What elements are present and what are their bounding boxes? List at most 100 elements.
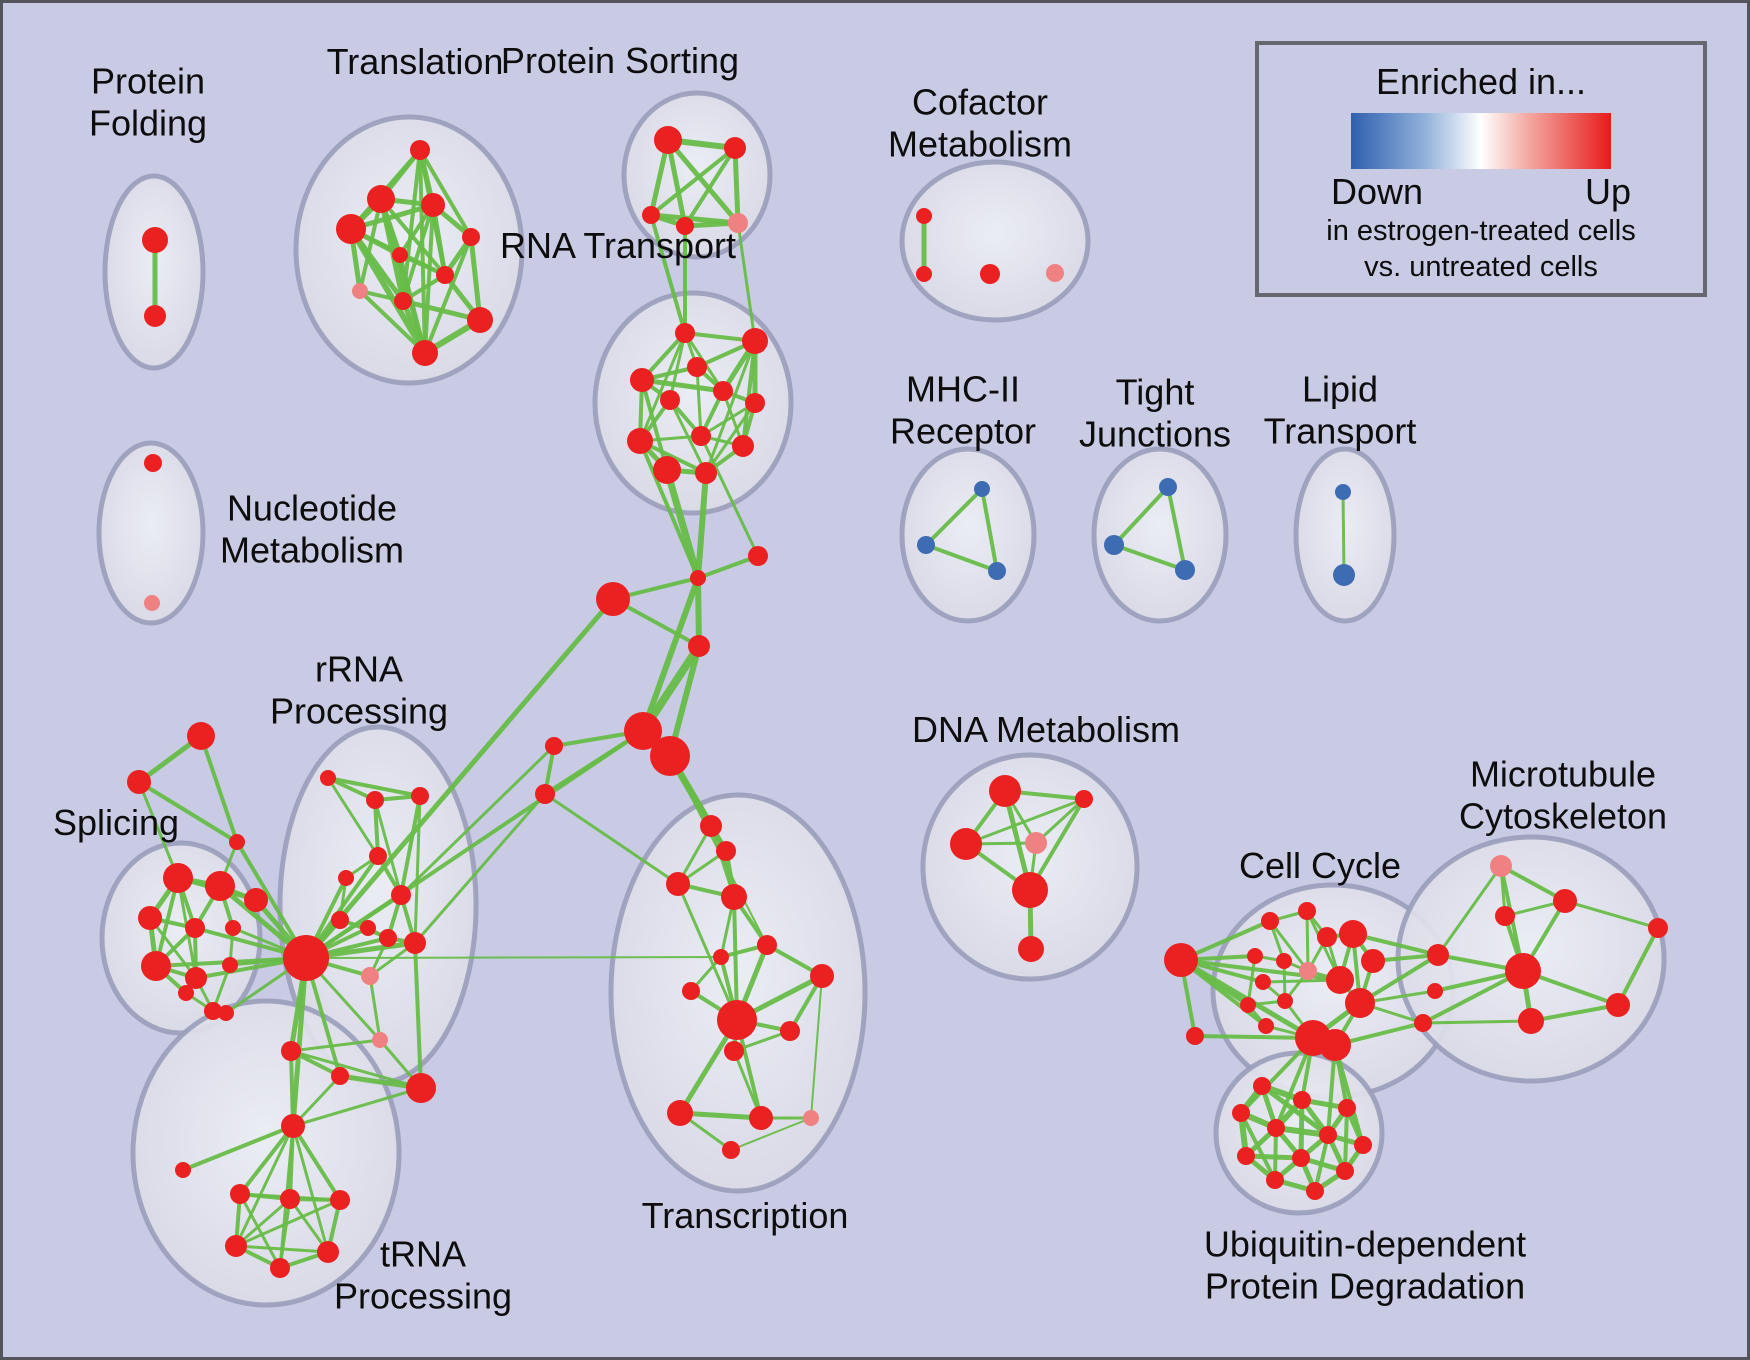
edge — [1341, 490, 1346, 577]
edge — [289, 1049, 295, 1128]
gene-set-node — [624, 712, 662, 750]
cluster-label-nucleotide-metabolism: Nucleotide Metabolism — [219, 487, 405, 570]
gene-set-node — [411, 787, 429, 805]
gene-set-node — [717, 1000, 757, 1040]
edge — [1616, 926, 1660, 1007]
gene-set-node — [713, 949, 729, 965]
gene-set-node — [742, 328, 768, 354]
edge — [1193, 1034, 1315, 1040]
gene-set-node — [1495, 906, 1515, 926]
edge — [924, 543, 999, 573]
edge — [413, 792, 547, 945]
gene-set-node — [916, 266, 932, 282]
gene-set-node — [225, 1235, 247, 1257]
gene-set-node — [1298, 902, 1316, 920]
gene-set-node — [1247, 948, 1263, 964]
gene-set-node — [1258, 1018, 1274, 1034]
gene-set-node — [687, 357, 707, 377]
edge — [399, 794, 422, 897]
gene-set-node — [1505, 953, 1541, 989]
edge — [290, 955, 309, 1129]
gene-set-node — [653, 456, 681, 484]
gene-set-node — [1240, 997, 1256, 1013]
gene-set-node — [1317, 927, 1337, 947]
gene-set-node — [642, 206, 660, 224]
gene-set-node — [204, 1002, 222, 1020]
edge — [305, 956, 722, 959]
gene-set-node — [142, 227, 168, 253]
gene-set-node — [338, 870, 354, 886]
edge — [1421, 969, 1525, 1025]
gene-set-node — [690, 570, 706, 586]
edge — [1421, 1019, 1533, 1025]
gene-set-node — [1292, 1149, 1310, 1167]
gene-set-node — [721, 884, 747, 910]
gene-set-node — [1237, 1147, 1255, 1165]
gene-set-node — [716, 841, 736, 861]
gene-set-node — [178, 985, 194, 1001]
gene-set-node — [682, 982, 700, 1000]
gene-set-node — [630, 368, 654, 392]
gene-set-node — [1518, 1008, 1544, 1034]
edge — [413, 794, 422, 945]
gene-set-node — [462, 228, 480, 246]
cluster-label-microtubule-cytoskeleton: Microtubule Cytoskeleton — [1458, 753, 1668, 836]
gene-set-node — [404, 932, 426, 954]
edge — [677, 1110, 764, 1121]
edge — [326, 776, 380, 858]
edge — [638, 331, 687, 443]
legend-caption-line2: vs. untreated cells — [1364, 251, 1598, 284]
edge — [358, 197, 383, 293]
gene-set-node — [369, 847, 387, 865]
gene-set-node — [1299, 962, 1317, 980]
cluster-label-ubiquitin-degradation: Ubiquitin-dependent Protein Degradation — [1203, 1223, 1527, 1306]
edge — [291, 1124, 330, 1254]
edge — [1358, 953, 1440, 1005]
gene-set-node — [412, 340, 438, 366]
gene-set-node — [1326, 966, 1354, 994]
edge — [924, 487, 984, 547]
gene-set-node — [1414, 1014, 1432, 1032]
gene-set-node — [317, 1241, 339, 1263]
edge — [1305, 909, 1310, 973]
gene-set-node — [225, 920, 241, 936]
edge — [1268, 919, 1310, 973]
gene-set-node — [330, 1190, 350, 1210]
gene-set-node — [810, 964, 834, 988]
edge — [1112, 485, 1170, 547]
gene-set-node — [660, 390, 680, 410]
edge — [326, 776, 422, 798]
edge — [649, 146, 737, 217]
gene-set-node — [1338, 1099, 1356, 1117]
edge — [732, 1049, 763, 1120]
gene-set-node — [372, 1032, 388, 1048]
edge — [289, 1049, 423, 1090]
gene-set-node — [1175, 560, 1195, 580]
edge — [291, 1086, 423, 1128]
gene-set-node — [185, 918, 205, 938]
edge — [695, 365, 703, 438]
gene-set-node — [141, 951, 171, 981]
edge — [418, 148, 473, 239]
gene-set-node — [336, 214, 366, 244]
gene-set-node — [666, 872, 690, 896]
gene-set-node — [1012, 872, 1048, 908]
gene-set-node — [1046, 264, 1064, 282]
gene-set-node — [691, 426, 711, 446]
gene-set-node — [367, 185, 395, 213]
edge — [1499, 864, 1567, 903]
gene-set-node — [391, 885, 411, 905]
cluster-ellipse-cofactor-metabolism — [899, 159, 1091, 323]
gene-set-node — [757, 935, 777, 955]
gene-set-node — [352, 283, 368, 299]
gene-set-node — [1606, 993, 1630, 1017]
cluster-label-transcription: Transcription — [641, 1195, 849, 1237]
edge — [1529, 1003, 1620, 1023]
gene-set-node — [713, 381, 733, 401]
gene-set-node — [596, 582, 630, 616]
cluster-label-splicing: Splicing — [52, 802, 180, 844]
edge — [543, 792, 680, 886]
gene-set-node — [229, 834, 245, 850]
legend-caption-line1: in estrogen-treated cells — [1326, 215, 1636, 247]
gene-set-node — [1490, 855, 1512, 877]
